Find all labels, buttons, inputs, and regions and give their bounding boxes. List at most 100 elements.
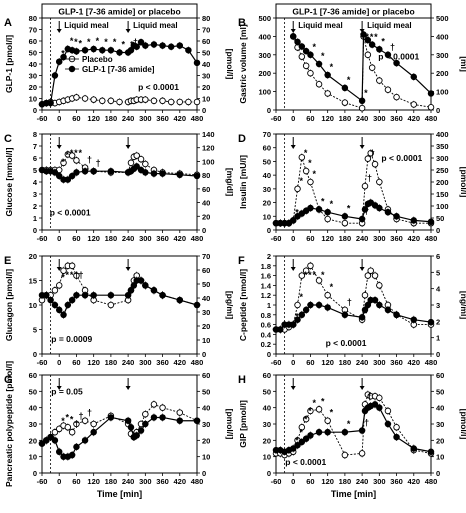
y-axis-label: C-peptide [nmol/l] [238,269,248,341]
data-point-placebo [55,282,63,289]
significance-marker: * [70,36,74,46]
x-tick-label: 420 [408,477,421,486]
p-value-label: p < 0.0001 [285,457,326,467]
data-point-placebo [341,99,349,106]
data-point-placebo [294,185,301,193]
y-tick-label: 0 [267,226,271,235]
data-point-placebo [302,167,310,175]
y-right-axis-label: [pmol/l] [459,167,466,198]
y-tick-label: 100 [258,88,271,97]
data-point-placebo [358,450,366,457]
meal-arrow-head-icon [125,386,131,390]
x-tick-label: 60 [72,114,80,123]
y-right-tick-label: 200 [436,69,449,78]
x-tick-label: 300 [373,114,386,123]
significance-marker: * [295,207,299,217]
y-tick-label: 20 [263,436,271,445]
y-tick-label: 50 [263,387,271,396]
data-point-glp1 [127,287,135,294]
y-right-tick-label: 6 [436,252,440,261]
x-tick-label: -60 [37,358,48,367]
meal-arrow-head-icon [290,386,296,390]
data-point-placebo [371,160,379,168]
data-point-glp1 [47,99,54,107]
y-right-tick-label: 50 [436,387,444,396]
y-tick-label: 15 [29,277,37,286]
x-axis-label: Time [min] [97,489,142,499]
data-point-glp1 [371,401,379,408]
significance-marker: * [304,148,308,158]
data-point-glp1 [294,441,301,449]
meal-arrow-head-icon [359,145,365,149]
significance-marker: † [74,419,79,429]
data-point-glp1 [289,445,297,452]
x-tick-label: 480 [191,477,204,486]
data-point-placebo [302,62,310,70]
data-point-glp1 [51,301,59,309]
y-right-tick-label: 400 [436,32,449,41]
meal-arrow-head-icon [125,145,131,149]
y-right-tick-label: 40 [202,404,210,413]
y-tick-label: 40 [263,171,271,180]
x-tick-label: 420 [174,477,187,486]
y-right-tick-label: 400 [436,130,449,139]
data-point-placebo [427,103,435,111]
y-right-tick-label: 80 [202,14,210,23]
data-point-placebo [60,159,67,167]
y-right-axis-label: [pmol/l] [459,409,466,440]
data-point-glp1 [107,291,115,299]
x-tick-label: -60 [271,477,282,486]
data-point-glp1 [73,291,80,299]
data-point-glp1 [81,291,89,299]
x-tick-label: -60 [37,114,48,123]
x-tick-label: 60 [72,477,80,486]
x-tick-label: 0 [291,358,295,367]
y-right-tick-label: 10 [202,453,210,462]
significance-marker: * [66,413,70,423]
y-right-tick-label: 40 [202,60,210,69]
data-point-glp1 [150,414,158,421]
significance-marker: * [366,32,370,42]
y-right-tick-label: 0 [202,469,206,478]
x-tick-label: 0 [291,477,295,486]
data-point-glp1 [393,311,400,319]
y-tick-label: 1 [33,214,37,223]
data-point-glp1 [185,46,192,54]
data-point-placebo [384,86,392,94]
y-right-tick-label: 60 [202,266,210,275]
y-tick-label: 0.2 [261,340,271,349]
data-point-placebo [393,424,400,431]
y-tick-label: 200 [258,69,271,78]
x-tick-label: 420 [174,358,187,367]
meal-arrow-head-icon [125,29,131,33]
data-point-glp1 [307,51,314,59]
y-right-tick-label: 80 [202,171,210,180]
significance-marker: * [61,157,65,167]
data-point-glp1 [193,301,201,309]
data-point-placebo [51,287,59,294]
data-point-glp1 [176,171,184,179]
data-point-glp1 [159,291,166,299]
data-point-glp1 [73,48,80,55]
y-right-tick-label: 300 [436,51,449,60]
x-tick-label: 60 [306,114,314,123]
data-point-glp1 [68,296,76,304]
y-right-tick-label: 3 [436,301,440,310]
series-line-placebo [276,265,431,330]
data-point-placebo [81,417,89,424]
data-point-glp1 [90,428,97,436]
data-point-placebo [55,425,63,433]
x-tick-label: 300 [373,358,386,367]
p-value-label: p = 0.0009 [51,334,92,344]
y-right-tick-label: 350 [436,142,449,151]
x-tick-label: 300 [373,234,386,243]
x-tick-label: 300 [139,114,152,123]
significance-marker: * [61,272,65,282]
panel-letter: E [4,255,11,267]
data-point-glp1 [60,311,67,319]
x-tick-label: 0 [57,234,61,243]
x-tick-label: 180 [105,358,118,367]
y-right-tick-label: 20 [202,212,210,221]
